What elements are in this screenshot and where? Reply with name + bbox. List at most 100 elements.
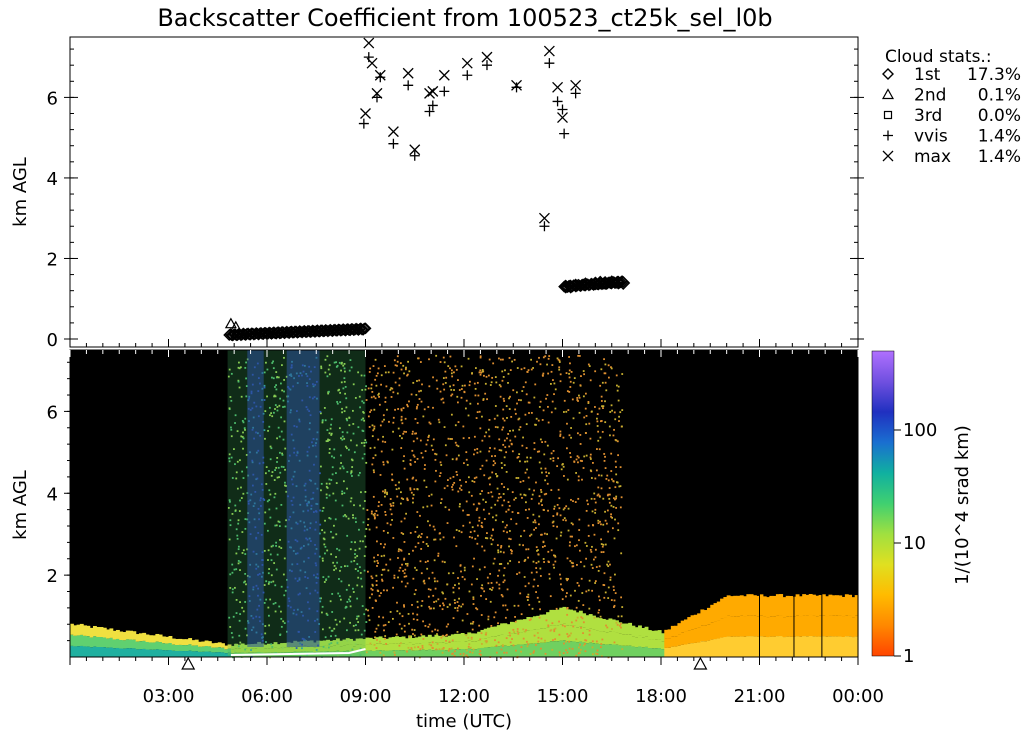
backscatter-speckle (263, 549, 266, 552)
backscatter-speckle (327, 575, 330, 578)
backscatter-speckle (541, 419, 544, 421)
backscatter-speckle (545, 492, 548, 495)
backscatter-speckle (354, 553, 356, 555)
backscatter-speckle (602, 543, 605, 546)
backscatter-speckle (518, 453, 521, 456)
boundary-layer-cell (224, 649, 229, 654)
backscatter-speckle (568, 647, 571, 650)
backscatter-speckle (322, 537, 325, 540)
backscatter-speckle (412, 577, 415, 580)
backscatter-speckle (550, 452, 553, 455)
backscatter-speckle (478, 371, 481, 374)
boundary-layer-cell (244, 648, 248, 653)
boundary-layer-cell (710, 639, 715, 657)
boundary-layer-cell (267, 643, 271, 649)
backscatter-speckle (593, 616, 596, 619)
boundary-layer-cell (447, 649, 452, 657)
boundary-layer-cell (204, 651, 209, 657)
backscatter-speckle (620, 552, 623, 555)
boundary-layer-cell (418, 643, 422, 651)
backscatter-speckle (329, 427, 332, 430)
boundary-layer-cell (109, 628, 114, 638)
boundary-layer-cell (181, 651, 186, 657)
max-marker (363, 37, 375, 49)
backscatter-speckle (579, 648, 582, 651)
boundary-layer-cell (345, 644, 350, 651)
backscatter-speckle (369, 642, 372, 645)
backscatter-speckle (617, 454, 619, 457)
backscatter-speckle (533, 650, 535, 653)
backscatter-speckle (506, 437, 508, 440)
backscatter-speckle (598, 599, 601, 602)
backscatter-speckle (439, 461, 442, 464)
boundary-layer-cell (585, 615, 590, 630)
max-marker (438, 69, 450, 81)
boundary-layer-cell (214, 652, 219, 657)
backscatter-speckle (409, 487, 412, 490)
backscatter-speckle (393, 574, 396, 577)
boundary-layer-cell (260, 647, 265, 653)
backscatter-speckle (503, 499, 506, 502)
backscatter-speckle (481, 526, 484, 529)
backscatter-speckle (619, 411, 622, 414)
backscatter-speckle (333, 456, 336, 459)
backscatter-speckle (499, 656, 502, 659)
backscatter-speckle (414, 589, 417, 591)
backscatter-speckle (448, 508, 451, 511)
backscatter-speckle (332, 536, 335, 539)
backscatter-speckle (244, 429, 246, 431)
backscatter-speckle (542, 356, 545, 359)
backscatter-speckle (507, 562, 509, 565)
backscatter-speckle (341, 431, 344, 434)
backscatter-speckle (427, 560, 429, 563)
backscatter-speckle (604, 381, 607, 384)
backscatter-speckle (613, 641, 616, 644)
backscatter-speckle (567, 507, 570, 510)
backscatter-speckle (392, 391, 395, 394)
backscatter-speckle (386, 493, 388, 496)
vvis-marker (409, 150, 420, 161)
backscatter-speckle (372, 365, 375, 367)
backscatter-speckle (470, 622, 472, 625)
boundary-layer-cell (552, 609, 557, 626)
boundary-layer-cell (493, 626, 498, 637)
backscatter-speckle (445, 454, 448, 457)
backscatter-speckle (550, 383, 552, 385)
backscatter-speckle (584, 407, 587, 410)
backscatter-speckle (245, 361, 247, 364)
boundary-layer-cell (798, 636, 803, 657)
backscatter-speckle (523, 493, 526, 496)
backscatter-speckle (433, 559, 436, 562)
backscatter-speckle (367, 387, 370, 390)
backscatter-speckle (345, 417, 348, 420)
boundary-layer-cell (601, 631, 606, 645)
backscatter-speckle (553, 554, 555, 557)
backscatter-speckle (599, 615, 602, 618)
backscatter-speckle (450, 388, 453, 391)
boundary-layer-cell (743, 636, 747, 657)
backscatter-speckle (498, 563, 501, 565)
backscatter-speckle (355, 624, 357, 627)
backscatter-speckle (480, 371, 483, 374)
max-marker (402, 67, 414, 79)
boundary-layer-cell (381, 644, 386, 651)
backscatter-speckle (534, 383, 537, 386)
boundary-layer-cell (628, 634, 633, 646)
boundary-layer-cell (148, 649, 153, 657)
backscatter-speckle (503, 486, 506, 489)
backscatter-speckle (269, 493, 272, 496)
backscatter-speckle (372, 457, 375, 459)
boundary-layer-cell (565, 609, 570, 626)
boundary-layer-cell (385, 638, 390, 645)
backscatter-speckle (614, 486, 617, 489)
boundary-layer-cell (772, 595, 777, 617)
boundary-layer-cell (175, 645, 179, 652)
backscatter-speckle (505, 451, 508, 454)
boundary-layer-cell (211, 643, 216, 648)
backscatter-speckle (562, 508, 565, 511)
boundary-layer-cell (644, 626, 649, 637)
backscatter-speckle (411, 604, 413, 606)
boundary-layer-cell (752, 636, 757, 657)
backscatter-speckle (421, 600, 424, 602)
